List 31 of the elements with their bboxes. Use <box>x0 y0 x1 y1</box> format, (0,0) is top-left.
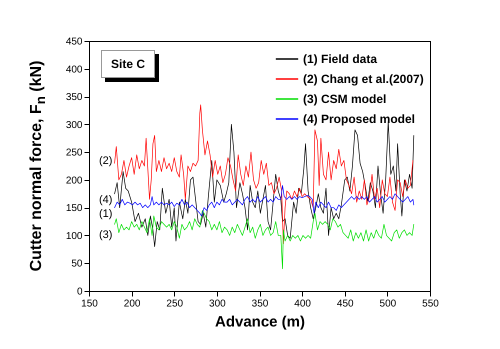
y-tick-label: 350 <box>66 92 83 104</box>
legend-label: (2) Chang et al.(2007) <box>303 72 424 86</box>
x-tick-label: 450 <box>336 298 354 310</box>
legend-label: (1) Field data <box>303 52 378 66</box>
y-tick-label: 0 <box>76 286 83 298</box>
x-tick-label: 500 <box>380 298 397 310</box>
x-tick-label: 550 <box>422 298 440 310</box>
x-tick-label: 250 <box>166 298 184 310</box>
y-tick-label: 250 <box>66 148 83 159</box>
x-axis-title: Advance (m) <box>214 314 306 330</box>
annotation: Site C <box>101 50 156 78</box>
y-tick-label: 150 <box>66 203 83 214</box>
line-series <box>114 210 414 270</box>
y-tick-label: 450 <box>66 36 83 48</box>
legend-label: (3) CSM model <box>303 92 386 106</box>
line-series <box>114 185 414 216</box>
y-tick-label: 400 <box>66 64 83 76</box>
annotation: (2) <box>99 155 112 167</box>
annotation: (4) <box>99 194 112 206</box>
x-tick-label: 300 <box>209 298 226 310</box>
y-tick-label: 200 <box>66 175 83 186</box>
y-tick-label: 50 <box>71 258 83 270</box>
x-tick-label: 200 <box>124 298 141 310</box>
x-tick-label: 350 <box>252 298 269 310</box>
y-tick-label: 300 <box>66 120 83 131</box>
x-tick-label: 400 <box>294 298 312 310</box>
x-tick-label: 150 <box>81 298 98 310</box>
annotation: (3) <box>99 229 112 241</box>
legend-label: (4) Proposed model <box>303 112 416 126</box>
annotation: (1) <box>99 208 112 220</box>
y-tick-label: 100 <box>66 230 83 242</box>
